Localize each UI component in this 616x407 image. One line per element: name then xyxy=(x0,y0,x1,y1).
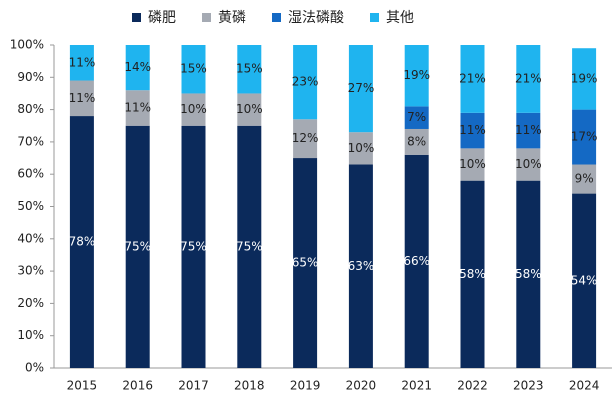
data-label: 15% xyxy=(236,62,263,76)
y-tick-label: 40% xyxy=(17,231,44,245)
data-label: 11% xyxy=(515,123,542,137)
bar-segment xyxy=(125,45,150,91)
y-tick-label: 90% xyxy=(17,70,44,84)
x-tick-label: 2019 xyxy=(290,379,321,393)
bar-segment xyxy=(237,45,262,94)
data-label: 66% xyxy=(403,254,430,268)
y-tick-label: 60% xyxy=(17,167,44,181)
bar-segment xyxy=(572,109,597,165)
x-tick-label: 2020 xyxy=(346,379,377,393)
data-label: 54% xyxy=(571,273,598,287)
x-tick-label: 2016 xyxy=(122,379,153,393)
bar-segment xyxy=(125,125,150,368)
bar-segment xyxy=(348,45,373,133)
y-tick-label: 20% xyxy=(17,296,44,310)
data-label: 11% xyxy=(69,91,96,105)
bar-segment xyxy=(69,116,94,368)
legend-label: 黄磷 xyxy=(218,9,246,26)
data-label: 15% xyxy=(180,62,207,76)
legend-label: 湿法磷酸 xyxy=(288,10,344,26)
data-label: 10% xyxy=(180,102,207,116)
data-label: 14% xyxy=(124,60,151,74)
bar-segment xyxy=(572,164,597,194)
data-label: 58% xyxy=(459,267,486,281)
bar-segment xyxy=(237,93,262,126)
y-tick-label: 80% xyxy=(17,102,44,116)
data-label: 63% xyxy=(348,259,375,273)
data-label: 75% xyxy=(180,239,207,253)
data-label: 12% xyxy=(292,131,319,145)
y-tick-label: 10% xyxy=(17,328,44,342)
data-label: 27% xyxy=(348,81,375,95)
legend-swatch xyxy=(132,13,141,22)
data-label: 17% xyxy=(571,130,598,144)
data-label: 10% xyxy=(348,141,375,155)
data-label: 65% xyxy=(292,256,319,270)
bar-segment xyxy=(348,132,373,165)
bar-segment xyxy=(460,112,485,149)
x-tick-label: 2018 xyxy=(234,379,265,393)
data-label: 58% xyxy=(515,267,542,281)
x-tick-label: 2015 xyxy=(67,379,98,393)
y-tick-label: 50% xyxy=(17,199,44,213)
bar-segment xyxy=(516,112,541,149)
bar-segment xyxy=(460,45,485,113)
data-label: 11% xyxy=(124,100,151,114)
bar-segment xyxy=(404,154,429,368)
bar-segment xyxy=(293,158,318,368)
x-tick-label: 2022 xyxy=(457,379,488,393)
data-label: 10% xyxy=(459,157,486,171)
data-label: 78% xyxy=(69,235,96,249)
data-label: 7% xyxy=(407,110,426,124)
bar-segment xyxy=(404,128,429,155)
data-label: 75% xyxy=(124,239,151,253)
x-tick-label: 2017 xyxy=(178,379,209,393)
y-tick-label: 70% xyxy=(17,134,44,148)
bar-segment xyxy=(572,193,597,368)
data-label: 21% xyxy=(459,71,486,85)
bar-segment xyxy=(293,45,318,120)
data-label: 11% xyxy=(459,123,486,137)
data-label: 8% xyxy=(407,134,426,148)
x-tick-label: 2024 xyxy=(569,379,600,393)
data-label: 21% xyxy=(515,71,542,85)
data-label: 19% xyxy=(571,71,598,85)
data-label: 9% xyxy=(575,172,594,186)
data-label: 11% xyxy=(69,55,96,69)
bar-segment xyxy=(125,90,150,126)
bar-segment xyxy=(516,45,541,113)
bar-segment xyxy=(516,148,541,181)
data-label: 19% xyxy=(403,68,430,82)
bar-segment xyxy=(69,45,94,81)
y-tick-label: 30% xyxy=(17,264,44,278)
bar-segment xyxy=(572,48,597,110)
y-tick-label: 100% xyxy=(10,38,44,52)
legend-swatch xyxy=(202,13,211,22)
bar-segment xyxy=(237,125,262,368)
data-label: 75% xyxy=(236,239,263,253)
bar-segment xyxy=(348,164,373,368)
bar-segment xyxy=(460,180,485,368)
legend-label: 其他 xyxy=(386,10,414,26)
legend-swatch xyxy=(272,13,281,22)
y-tick-label: 0% xyxy=(25,361,44,375)
bar-segment xyxy=(181,45,206,94)
data-label: 10% xyxy=(515,157,542,171)
bar-segment xyxy=(516,180,541,368)
x-tick-label: 2023 xyxy=(513,379,544,393)
bar-segment xyxy=(181,125,206,368)
bar-segment xyxy=(69,80,94,117)
bar-segment xyxy=(460,148,485,181)
bar-segment xyxy=(293,119,318,159)
bar-segment xyxy=(181,93,206,126)
x-tick-label: 2021 xyxy=(401,379,432,393)
legend-label: 磷肥 xyxy=(148,10,176,26)
bar-segment xyxy=(404,45,429,107)
bar-segment xyxy=(404,106,429,129)
data-label: 10% xyxy=(236,102,263,116)
legend-swatch xyxy=(370,13,379,22)
data-label: 23% xyxy=(292,75,319,89)
